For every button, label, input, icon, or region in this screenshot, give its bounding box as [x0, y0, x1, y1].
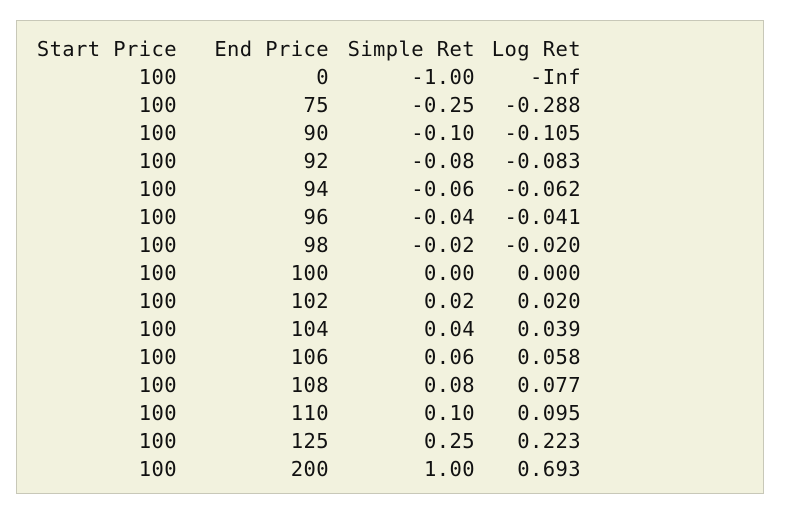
- cell-log-ret: 0.020: [517, 289, 581, 313]
- header-simple-ret: Simple Ret: [347, 37, 475, 61]
- cell-log-ret: -0.062: [504, 177, 581, 201]
- cell-log-ret: 0.693: [517, 457, 581, 481]
- cell-start-price: 100: [138, 233, 177, 257]
- cell-simple-ret: 0.04: [424, 317, 475, 341]
- cell-log-ret: -0.020: [504, 233, 581, 257]
- cell-simple-ret: 0.06: [424, 345, 475, 369]
- table-row: 100 200 1.00 0.693: [32, 455, 581, 483]
- cell-simple-ret: 0.08: [424, 373, 475, 397]
- cell-simple-ret: -0.25: [411, 93, 475, 117]
- cell-end-price: 200: [290, 457, 329, 481]
- cell-start-price: 100: [138, 345, 177, 369]
- cell-simple-ret: -0.10: [411, 121, 475, 145]
- cell-end-price: 102: [290, 289, 329, 313]
- cell-log-ret: 0.000: [517, 261, 581, 285]
- table-row: 100 108 0.08 0.077: [32, 371, 581, 399]
- header-start-price: Start Price: [36, 37, 177, 61]
- cell-end-price: 96: [303, 205, 329, 229]
- cell-start-price: 100: [138, 317, 177, 341]
- table-row: 100 92 -0.08 -0.083: [32, 147, 581, 175]
- table-row: 100 102 0.02 0.020: [32, 287, 581, 315]
- cell-log-ret: -0.288: [504, 93, 581, 117]
- cell-simple-ret: -0.06: [411, 177, 475, 201]
- cell-simple-ret: 0.25: [424, 429, 475, 453]
- cell-end-price: 98: [303, 233, 329, 257]
- cell-end-price: 0: [316, 65, 329, 89]
- cell-end-price: 100: [290, 261, 329, 285]
- cell-start-price: 100: [138, 261, 177, 285]
- cell-log-ret: -Inf: [530, 65, 581, 89]
- cell-end-price: 92: [303, 149, 329, 173]
- cell-simple-ret: 1.00: [424, 457, 475, 481]
- table-row: 100 94 -0.06 -0.062: [32, 175, 581, 203]
- table-body: 100 0 -1.00 -Inf 100 75 -0.25 -0.288 100 90 -0.10 -…: [32, 63, 581, 483]
- table-row: 100 125 0.25 0.223: [32, 427, 581, 455]
- cell-log-ret: -0.041: [504, 205, 581, 229]
- cell-log-ret: 0.058: [517, 345, 581, 369]
- cell-start-price: 100: [138, 177, 177, 201]
- table-row: 100 96 -0.04 -0.041: [32, 203, 581, 231]
- cell-log-ret: 0.039: [517, 317, 581, 341]
- output-panel: Start Price End Price Simple Ret Log Ret…: [16, 20, 764, 494]
- header-row: Start Price End Price Simple Ret Log Ret: [32, 35, 581, 63]
- cell-end-price: 90: [303, 121, 329, 145]
- cell-start-price: 100: [138, 65, 177, 89]
- cell-start-price: 100: [138, 93, 177, 117]
- table-row: 100 100 0.00 0.000: [32, 259, 581, 287]
- cell-simple-ret: -0.04: [411, 205, 475, 229]
- cell-end-price: 110: [290, 401, 329, 425]
- table-row: 100 98 -0.02 -0.020: [32, 231, 581, 259]
- cell-start-price: 100: [138, 457, 177, 481]
- cell-simple-ret: -0.08: [411, 149, 475, 173]
- cell-log-ret: -0.083: [504, 149, 581, 173]
- table-row: 100 90 -0.10 -0.105: [32, 119, 581, 147]
- cell-end-price: 108: [290, 373, 329, 397]
- cell-end-price: 104: [290, 317, 329, 341]
- cell-log-ret: 0.095: [517, 401, 581, 425]
- cell-end-price: 106: [290, 345, 329, 369]
- cell-start-price: 100: [138, 121, 177, 145]
- cell-log-ret: -0.105: [504, 121, 581, 145]
- cell-start-price: 100: [138, 149, 177, 173]
- cell-simple-ret: -0.02: [411, 233, 475, 257]
- cell-log-ret: 0.223: [517, 429, 581, 453]
- header-log-ret: Log Ret: [491, 37, 581, 61]
- cell-start-price: 100: [138, 401, 177, 425]
- table-row: 100 110 0.10 0.095: [32, 399, 581, 427]
- table-row: 100 106 0.06 0.058: [32, 343, 581, 371]
- cell-end-price: 75: [303, 93, 329, 117]
- cell-start-price: 100: [138, 373, 177, 397]
- cell-end-price: 125: [290, 429, 329, 453]
- cell-start-price: 100: [138, 429, 177, 453]
- cell-simple-ret: -1.00: [411, 65, 475, 89]
- cell-start-price: 100: [138, 205, 177, 229]
- cell-simple-ret: 0.10: [424, 401, 475, 425]
- cell-simple-ret: 0.02: [424, 289, 475, 313]
- returns-table: Start Price End Price Simple Ret Log Ret…: [32, 35, 581, 483]
- table-row: 100 0 -1.00 -Inf: [32, 63, 581, 91]
- table-row: 100 75 -0.25 -0.288: [32, 91, 581, 119]
- header-end-price: End Price: [214, 37, 329, 61]
- cell-start-price: 100: [138, 289, 177, 313]
- cell-log-ret: 0.077: [517, 373, 581, 397]
- table-row: 100 104 0.04 0.039: [32, 315, 581, 343]
- cell-end-price: 94: [303, 177, 329, 201]
- cell-simple-ret: 0.00: [424, 261, 475, 285]
